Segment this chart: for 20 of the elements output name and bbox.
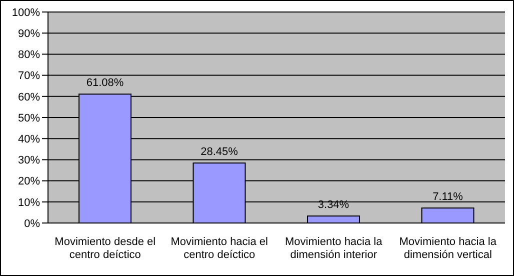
x-tick-label: Movimiento hacia la dimensión vertical bbox=[399, 236, 498, 261]
bar bbox=[307, 215, 360, 223]
y-tick-label: 0% bbox=[24, 218, 40, 230]
y-tick-label: 40% bbox=[18, 134, 40, 146]
y-tick-label: 100% bbox=[12, 6, 40, 19]
y-tick-label: 80% bbox=[18, 49, 40, 62]
x-tick-label: Movimiento hacia la dimensión interior bbox=[285, 236, 384, 261]
y-tick-label: 60% bbox=[18, 91, 40, 104]
data-label: 28.45% bbox=[200, 146, 238, 158]
data-label: 61.08% bbox=[86, 77, 124, 90]
x-tick-label: Movimiento desde el centro deíctico bbox=[54, 236, 156, 261]
y-tick-label: 90% bbox=[18, 28, 40, 40]
y-tick-label: 30% bbox=[18, 154, 40, 167]
data-label: 7.11% bbox=[432, 191, 464, 203]
y-tick-label: 50% bbox=[18, 112, 40, 124]
x-tick-label: Movimiento hacia el centro deíctico bbox=[170, 236, 268, 261]
y-tick-label: 70% bbox=[18, 70, 40, 82]
y-tick-label: 20% bbox=[18, 176, 40, 188]
y-tick-label: 10% bbox=[18, 196, 40, 209]
bar bbox=[421, 208, 474, 223]
